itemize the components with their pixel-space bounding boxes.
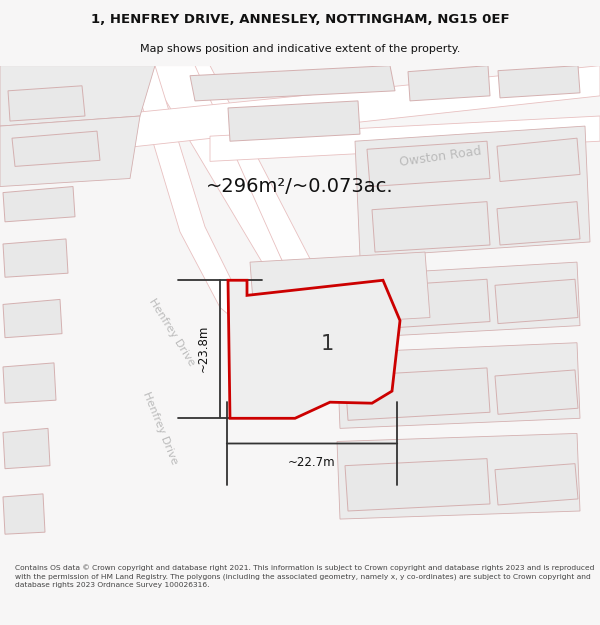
Polygon shape: [345, 459, 490, 511]
Text: ~22.7m: ~22.7m: [288, 456, 336, 469]
Polygon shape: [337, 433, 580, 519]
Polygon shape: [367, 141, 490, 186]
Text: Owston Road: Owston Road: [398, 144, 482, 169]
Text: Contains OS data © Crown copyright and database right 2021. This information is : Contains OS data © Crown copyright and d…: [15, 564, 595, 588]
Polygon shape: [352, 262, 580, 338]
Polygon shape: [3, 494, 45, 534]
Polygon shape: [3, 428, 50, 469]
Polygon shape: [3, 299, 62, 338]
Polygon shape: [355, 126, 590, 257]
Polygon shape: [495, 370, 578, 414]
Polygon shape: [3, 239, 68, 278]
Text: 1, HENFREY DRIVE, ANNESLEY, NOTTINGHAM, NG15 0EF: 1, HENFREY DRIVE, ANNESLEY, NOTTINGHAM, …: [91, 13, 509, 26]
Polygon shape: [0, 66, 600, 161]
Polygon shape: [362, 279, 490, 329]
Polygon shape: [155, 66, 330, 312]
Polygon shape: [408, 66, 490, 101]
Polygon shape: [3, 363, 56, 403]
Polygon shape: [210, 116, 600, 161]
Polygon shape: [495, 464, 578, 505]
Polygon shape: [0, 116, 140, 186]
Polygon shape: [3, 186, 75, 222]
Text: ~23.8m: ~23.8m: [197, 325, 210, 372]
Polygon shape: [145, 66, 285, 267]
Text: 1: 1: [321, 334, 334, 354]
Polygon shape: [12, 131, 100, 166]
Polygon shape: [228, 101, 360, 141]
Text: Henfrey Drive: Henfrey Drive: [147, 297, 197, 368]
Polygon shape: [190, 66, 395, 101]
Polygon shape: [497, 138, 580, 181]
Polygon shape: [337, 342, 580, 428]
Polygon shape: [250, 252, 430, 328]
Polygon shape: [0, 66, 155, 126]
Polygon shape: [498, 66, 580, 98]
Polygon shape: [8, 86, 85, 121]
Polygon shape: [345, 368, 490, 421]
Text: Henfrey Drive: Henfrey Drive: [141, 391, 179, 466]
Polygon shape: [372, 202, 490, 252]
Polygon shape: [110, 66, 290, 343]
Polygon shape: [228, 280, 400, 418]
Polygon shape: [497, 202, 580, 245]
Polygon shape: [495, 279, 578, 324]
Text: ~296m²/~0.073ac.: ~296m²/~0.073ac.: [206, 177, 394, 196]
Text: Map shows position and indicative extent of the property.: Map shows position and indicative extent…: [140, 44, 460, 54]
